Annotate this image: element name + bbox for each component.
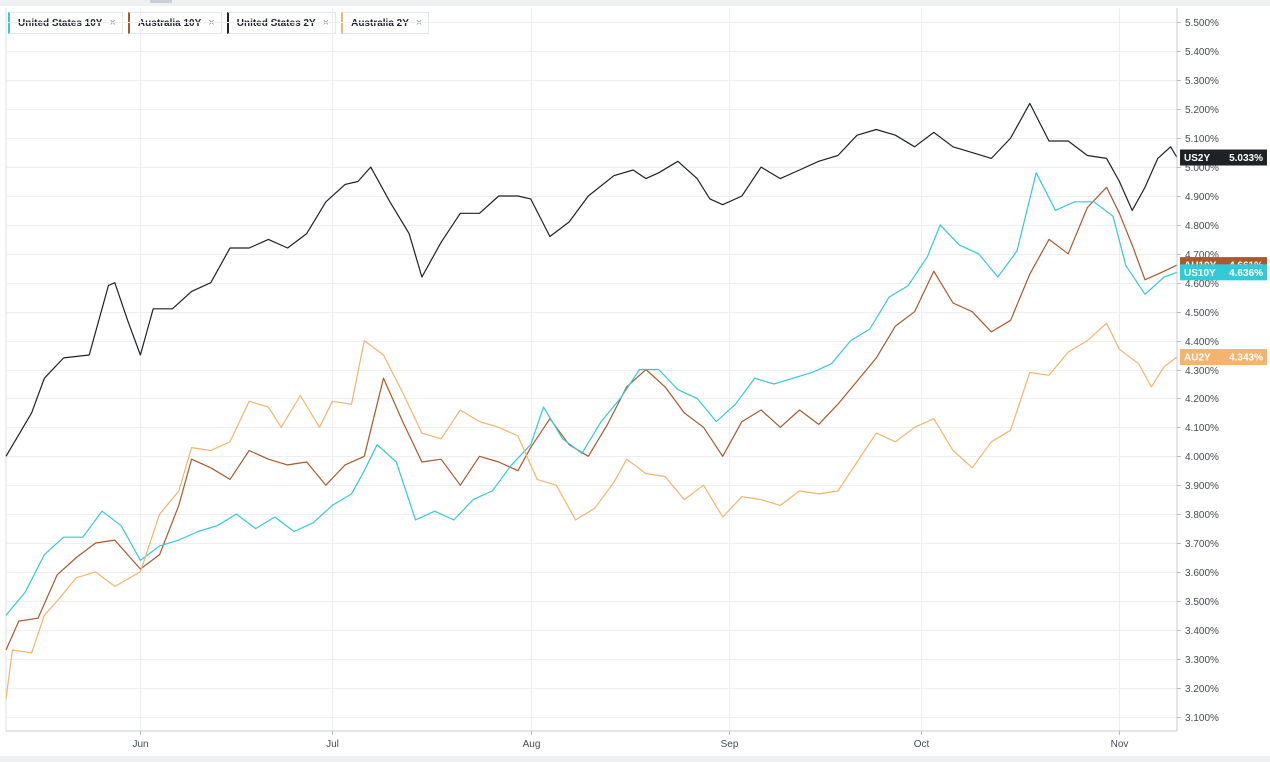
y-tick-label: 3.800% bbox=[1185, 510, 1219, 521]
y-tick-label: 4.900% bbox=[1185, 192, 1219, 203]
badge-symbol: AU2Y bbox=[1184, 353, 1211, 364]
y-tick-label: 4.400% bbox=[1185, 337, 1219, 348]
y-tick-label: 5.200% bbox=[1185, 105, 1219, 116]
y-tick-label: 5.000% bbox=[1185, 163, 1219, 174]
y-tick-label: 4.200% bbox=[1185, 394, 1219, 405]
axes: 3.100% 3.200% 3.300% 3.400% 3.500% 3.600% 3.70… bbox=[0, 8, 1270, 762]
y-tick-label: 3.100% bbox=[1185, 713, 1219, 724]
y-tick-label: 4.800% bbox=[1185, 221, 1219, 232]
top-toolbar-strip bbox=[0, 0, 1270, 6]
badge-symbol: US10Y bbox=[1184, 268, 1216, 279]
series-line-us10y bbox=[5, 172, 1178, 616]
y-tick-label: 5.100% bbox=[1185, 134, 1219, 145]
last-value-badge-us2y: US2Y 5.033% bbox=[1180, 149, 1267, 166]
badge-value: 4.343% bbox=[1229, 353, 1263, 364]
y-tick-label: 4.100% bbox=[1185, 423, 1219, 434]
y-tick-label: 5.500% bbox=[1185, 18, 1219, 29]
series-line-us2y bbox=[5, 102, 1178, 457]
last-value-badges: US2Y5.033%AU10Y4.661%US10Y4.636%AU2Y4.34… bbox=[1180, 149, 1267, 366]
series-line-au10y bbox=[5, 186, 1178, 651]
y-tick-label: 4.700% bbox=[1185, 250, 1219, 261]
y-tick-label: 3.900% bbox=[1185, 481, 1219, 492]
y-tick-label: 3.700% bbox=[1185, 539, 1219, 550]
y-tick-label: 4.300% bbox=[1185, 366, 1219, 377]
x-tick-label: Aug bbox=[523, 739, 541, 750]
last-value-badge-us10y: US10Y 4.636% bbox=[1180, 264, 1267, 281]
x-tick-label: Jun bbox=[132, 739, 148, 750]
last-value-badge-au2y: AU2Y 4.343% bbox=[1180, 349, 1267, 366]
y-tick-label: 4.600% bbox=[1185, 279, 1219, 290]
toolbar-tab-indicator bbox=[150, 0, 172, 3]
y-tick-label: 3.300% bbox=[1185, 655, 1219, 666]
x-tick-label: Sep bbox=[721, 739, 739, 750]
y-tick-label: 3.600% bbox=[1185, 568, 1219, 579]
badge-background bbox=[1180, 264, 1267, 281]
x-tick-label: Nov bbox=[1111, 739, 1129, 750]
badge-symbol: US2Y bbox=[1184, 153, 1210, 164]
series-line-au2y bbox=[5, 322, 1178, 700]
y-tick-label: 3.500% bbox=[1185, 597, 1219, 608]
y-tick-label: 5.400% bbox=[1185, 47, 1219, 58]
badge-background bbox=[1180, 149, 1267, 166]
y-tick-label: 4.500% bbox=[1185, 308, 1219, 319]
y-tick-label: 3.200% bbox=[1185, 684, 1219, 695]
y-tick-label: 4.000% bbox=[1185, 452, 1219, 463]
badge-value: 5.033% bbox=[1229, 153, 1263, 164]
y-tick-label: 5.300% bbox=[1185, 76, 1219, 87]
x-tick-label: Jul bbox=[326, 739, 339, 750]
x-tick-label: Oct bbox=[914, 739, 930, 750]
bottom-scroll-strip bbox=[0, 756, 1270, 762]
y-tick-label: 3.400% bbox=[1185, 626, 1219, 637]
series-lines bbox=[5, 102, 1178, 700]
gridlines bbox=[5, 8, 1177, 731]
badge-background bbox=[1180, 349, 1267, 366]
badge-value: 4.636% bbox=[1229, 268, 1263, 279]
